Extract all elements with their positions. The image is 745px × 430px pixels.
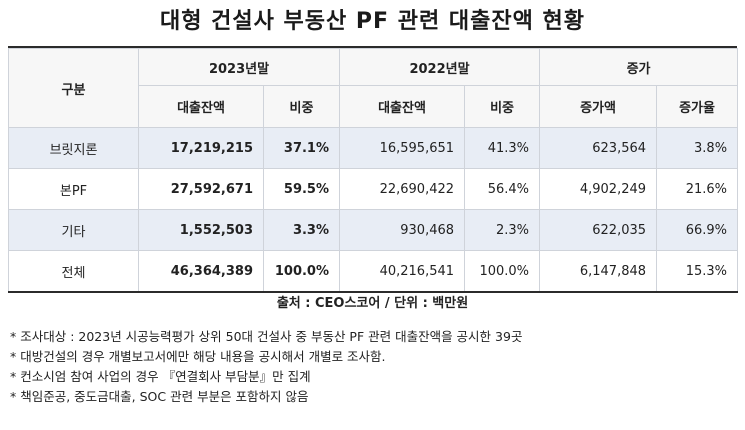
cell-balance-2022: 16,595,651 <box>339 127 466 169</box>
cell-increase-rate: 66.9% <box>656 209 739 251</box>
cell-share-2023: 37.1% <box>262 127 341 169</box>
header-share-2022: 비중 <box>464 85 541 128</box>
cell-share-2022: 41.3% <box>464 127 541 169</box>
footnote: * 조사대상 : 2023년 시공능력평가 상위 50대 건설사 중 부동산 P… <box>10 329 523 344</box>
cell-share-2023: 3.3% <box>262 209 341 251</box>
cell-share-2022: 56.4% <box>464 168 541 210</box>
cell-increase-rate: 21.6% <box>656 168 739 210</box>
header-increase: 증가 <box>539 48 739 86</box>
header-increase-amount: 증가액 <box>539 85 658 128</box>
table-row: 브릿지론 17,219,215 37.1% 16,595,651 41.3% 6… <box>8 127 739 169</box>
footnote: * 책임준공, 중도금대출, SOC 관련 부분은 포함하지 않음 <box>10 389 309 404</box>
cell-increase-amount: 622,035 <box>539 209 658 251</box>
pf-loan-table: 구분 2023년말 2022년말 증가 대출잔액 비중 대출잔액 비중 증가액 … <box>8 48 739 293</box>
header-loan-balance-2023: 대출잔액 <box>138 85 264 128</box>
footnote: * 대방건설의 경우 개별보고서에만 해당 내용을 공시해서 개별로 조사함. <box>10 349 386 364</box>
row-label: 전체 <box>8 250 139 293</box>
source-note: 출처 : CEO스코어 / 단위 : 백만원 <box>276 296 469 311</box>
header-2022: 2022년말 <box>339 48 541 86</box>
cell-balance-2022: 930,468 <box>339 209 466 251</box>
cell-increase-amount: 623,564 <box>539 127 658 169</box>
cell-share-2023: 59.5% <box>262 168 341 210</box>
cell-balance-2022: 22,690,422 <box>339 168 466 210</box>
cell-balance-2023: 17,219,215 <box>138 127 264 169</box>
cell-balance-2023: 1,552,503 <box>138 209 264 251</box>
cell-share-2022: 100.0% <box>464 250 541 293</box>
row-label: 본PF <box>8 168 139 210</box>
cell-increase-amount: 6,147,848 <box>539 250 658 293</box>
header-2023: 2023년말 <box>137 48 341 86</box>
table-row: 본PF 27,592,671 59.5% 22,690,422 56.4% 4,… <box>8 168 739 210</box>
table-row-total: 전체 46,364,389 100.0% 40,216,541 100.0% 6… <box>8 250 739 293</box>
cell-increase-rate: 15.3% <box>656 250 739 293</box>
cell-balance-2023: 27,592,671 <box>138 168 264 210</box>
footnotes: * 조사대상 : 2023년 시공능력평가 상위 50대 건설사 중 부동산 P… <box>10 327 735 407</box>
header-increase-rate: 증가율 <box>656 85 739 128</box>
header-loan-balance-2022: 대출잔액 <box>339 85 466 128</box>
title-divider <box>8 46 737 48</box>
header-category: 구분 <box>8 48 139 128</box>
footnote: * 컨소시엄 참여 사업의 경우 『연결회사 부담분』만 집계 <box>10 369 311 384</box>
cell-balance-2023: 46,364,389 <box>138 250 264 293</box>
cell-increase-amount: 4,902,249 <box>539 168 658 210</box>
cell-balance-2022: 40,216,541 <box>339 250 466 293</box>
table-row: 기타 1,552,503 3.3% 930,468 2.3% 622,035 6… <box>8 209 739 251</box>
cell-share-2022: 2.3% <box>464 209 541 251</box>
row-label: 브릿지론 <box>8 127 139 169</box>
cell-share-2023: 100.0% <box>262 250 341 293</box>
row-label: 기타 <box>8 209 139 251</box>
cell-increase-rate: 3.8% <box>656 127 739 169</box>
page-title: 대형 건설사 부동산 PF 관련 대출잔액 현황 <box>160 9 585 34</box>
header-share-2023: 비중 <box>262 85 341 128</box>
